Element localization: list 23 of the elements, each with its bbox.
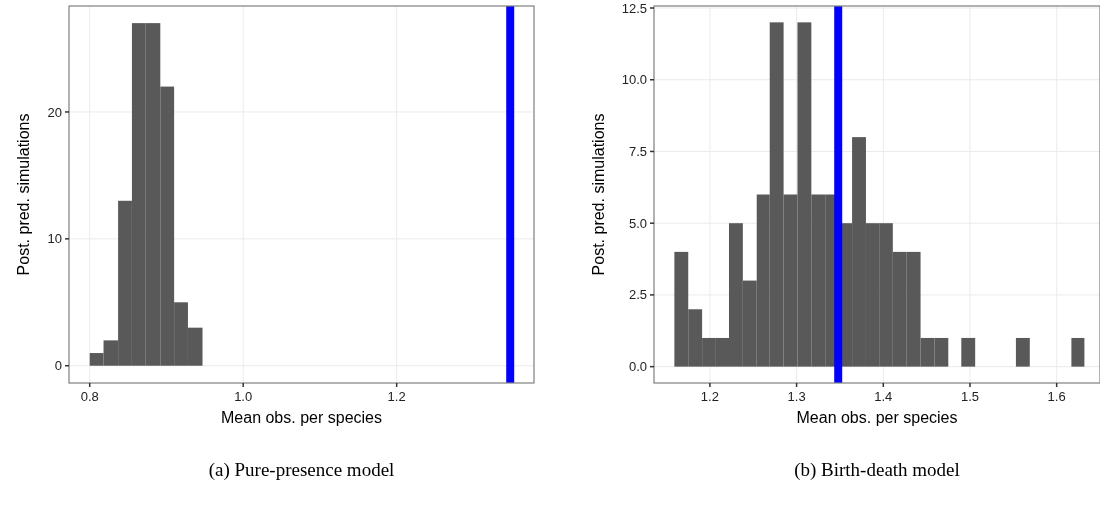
x-tick-label: 1.2 — [700, 389, 719, 404]
y-tick-label: 0.0 — [628, 359, 647, 375]
y-tick-label: 7.5 — [628, 144, 647, 160]
x-tick-label: 0.8 — [80, 389, 99, 404]
x-tick-label: 1.4 — [874, 389, 893, 404]
y-tick-label: 20 — [47, 104, 62, 120]
y-tick-label: 12.5 — [621, 0, 647, 16]
y-tick-label: 10.0 — [621, 72, 647, 88]
x-axis-title: Mean obs. per species — [796, 409, 958, 426]
y-tick-label: 10 — [47, 231, 62, 247]
x-tick-label: 1.2 — [387, 389, 406, 404]
y-tick-label: 0 — [54, 358, 62, 374]
x-axis-title: Mean obs. per species — [221, 409, 382, 426]
x-tick-label: 1.6 — [1047, 389, 1066, 404]
x-tick-label: 1.5 — [960, 389, 980, 404]
x-tick-label: 1.0 — [234, 389, 253, 404]
x-tick-label: 1.3 — [787, 389, 806, 404]
text: (b) Birth-death model — [794, 459, 960, 481]
text: (a) Pure-presence model — [208, 459, 395, 481]
y-axis-title: Post. pred. simulations — [590, 113, 607, 276]
y-tick-label: 5.0 — [628, 215, 647, 231]
y-axis-title: Post. pred. simulations — [15, 113, 32, 276]
y-tick-label: 2.5 — [628, 287, 647, 303]
